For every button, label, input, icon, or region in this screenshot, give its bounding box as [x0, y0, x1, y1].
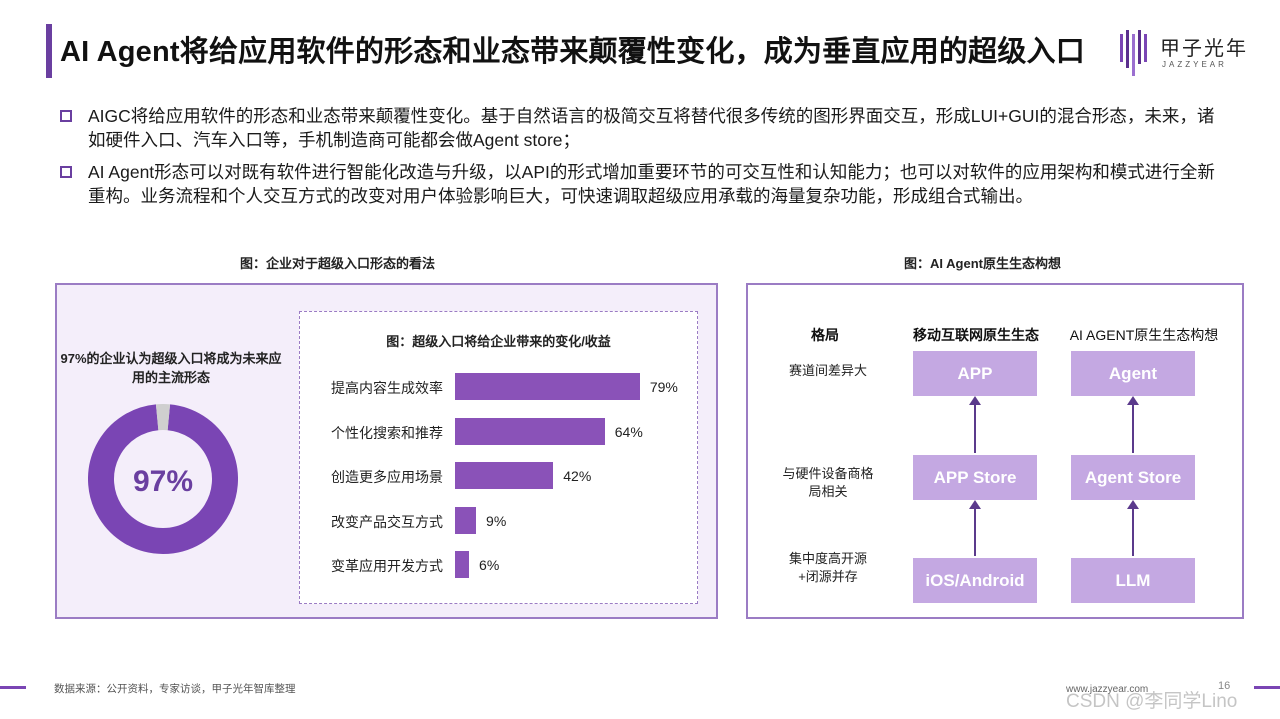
- row-label: 赛道间差异大: [788, 363, 867, 378]
- footer-accent-left: [0, 686, 26, 689]
- bar-value-label: 79%: [649, 379, 678, 395]
- row-label: 集中度高开源+闭源并存: [788, 551, 867, 584]
- bar-mark: [455, 462, 554, 489]
- donut-chart: 97%: [88, 404, 238, 554]
- donut-description: 97%的企业认为超级入口将成为未来应用的主流形态: [60, 351, 282, 385]
- bar-value-label: 42%: [563, 468, 592, 484]
- footer-accent-right: [1254, 686, 1280, 689]
- website-text: www.jazzyear.com: [1066, 684, 1149, 695]
- bullet-text: AIGC将给应用软件的形态和业态带来颠覆性变化。基于自然语言的极简交互将替代很多…: [88, 106, 1215, 150]
- logo-en-text: JAZZYEAR: [1162, 60, 1227, 69]
- arrow-up-icon: [969, 500, 981, 556]
- row-label: 与硬件设备商格局相关: [782, 466, 874, 499]
- data-source: 数据来源：公开资料，专家访谈，甲子光年智库整理: [54, 683, 296, 695]
- bar-category-label: 提高内容生成效率: [331, 380, 443, 396]
- arrow-up-icon: [1127, 500, 1139, 556]
- page-number: 16: [1218, 680, 1231, 692]
- column-header-ai-agent: AI AGENT原生生态构想: [1069, 327, 1219, 343]
- bar-mark: [455, 551, 470, 578]
- title-accent-bar: [46, 24, 52, 78]
- eco-box-app-store: APP Store: [913, 455, 1037, 500]
- right-figure-caption: 图：AI Agent原生生态构想: [904, 256, 1061, 271]
- eco-box-ios-android: iOS/Android: [913, 558, 1037, 603]
- csdn-watermark: CSDN @李同学Lino: [1066, 691, 1238, 712]
- bar-chart-title: 图：超级入口将给企业带来的变化/收益: [386, 334, 611, 349]
- page-title: AI Agent将给应用软件的形态和业态带来颠覆性变化，成为垂直应用的超级入口: [60, 36, 1085, 68]
- bar-category-label: 创造更多应用场景: [331, 469, 443, 485]
- eco-box-llm: LLM: [1071, 558, 1195, 603]
- bar-mark: [455, 373, 640, 400]
- bullet-list: AIGC将给应用软件的形态和业态带来颠覆性变化。基于自然语言的极简交互将替代很多…: [60, 104, 1230, 216]
- bar-category-label: 改变产品交互方式: [331, 513, 443, 530]
- bar-category-label: 个性化搜索和推荐: [331, 424, 443, 441]
- eco-box-agent: Agent: [1071, 351, 1195, 396]
- donut-slice-0: [88, 404, 238, 554]
- donut-center-label: 97%: [133, 465, 193, 498]
- column-header-mobile: 移动互联网原生生态: [913, 327, 1039, 343]
- square-bullet-icon: [60, 110, 72, 122]
- bar-category-label: 变革应用开发方式: [331, 558, 443, 574]
- arrow-up-icon: [969, 396, 981, 453]
- arrow-up-icon: [1127, 396, 1139, 453]
- bullet-item: AI Agent形态可以对既有软件进行智能化改造与升级，以API的形式增加重要环…: [60, 160, 1230, 208]
- jazzyear-logo-icon: [1120, 30, 1147, 76]
- bullet-item: AIGC将给应用软件的形态和业态带来颠覆性变化。基于自然语言的极简交互将替代很多…: [60, 104, 1230, 152]
- column-header-layout: 格局: [811, 327, 839, 343]
- bar-value-label: 9%: [486, 512, 507, 529]
- bar-value-label: 6%: [479, 557, 500, 573]
- bar-mark: [455, 417, 605, 445]
- logo-cn-text: 甲子光年: [1160, 38, 1248, 60]
- square-bullet-icon: [60, 166, 72, 178]
- left-figure-caption: 图：企业对于超级入口形态的看法: [240, 256, 436, 271]
- eco-box-app: APP: [913, 351, 1037, 396]
- eco-box-agent-store: Agent Store: [1071, 455, 1195, 500]
- bar-chart-box: [299, 311, 698, 604]
- bar-mark: [455, 506, 477, 534]
- bar-value-label: 64%: [614, 423, 643, 440]
- bullet-text: AI Agent形态可以对既有软件进行智能化改造与升级，以API的形式增加重要环…: [88, 162, 1215, 206]
- brand-logo: 甲子光年 JAZZYEAR: [1118, 28, 1258, 76]
